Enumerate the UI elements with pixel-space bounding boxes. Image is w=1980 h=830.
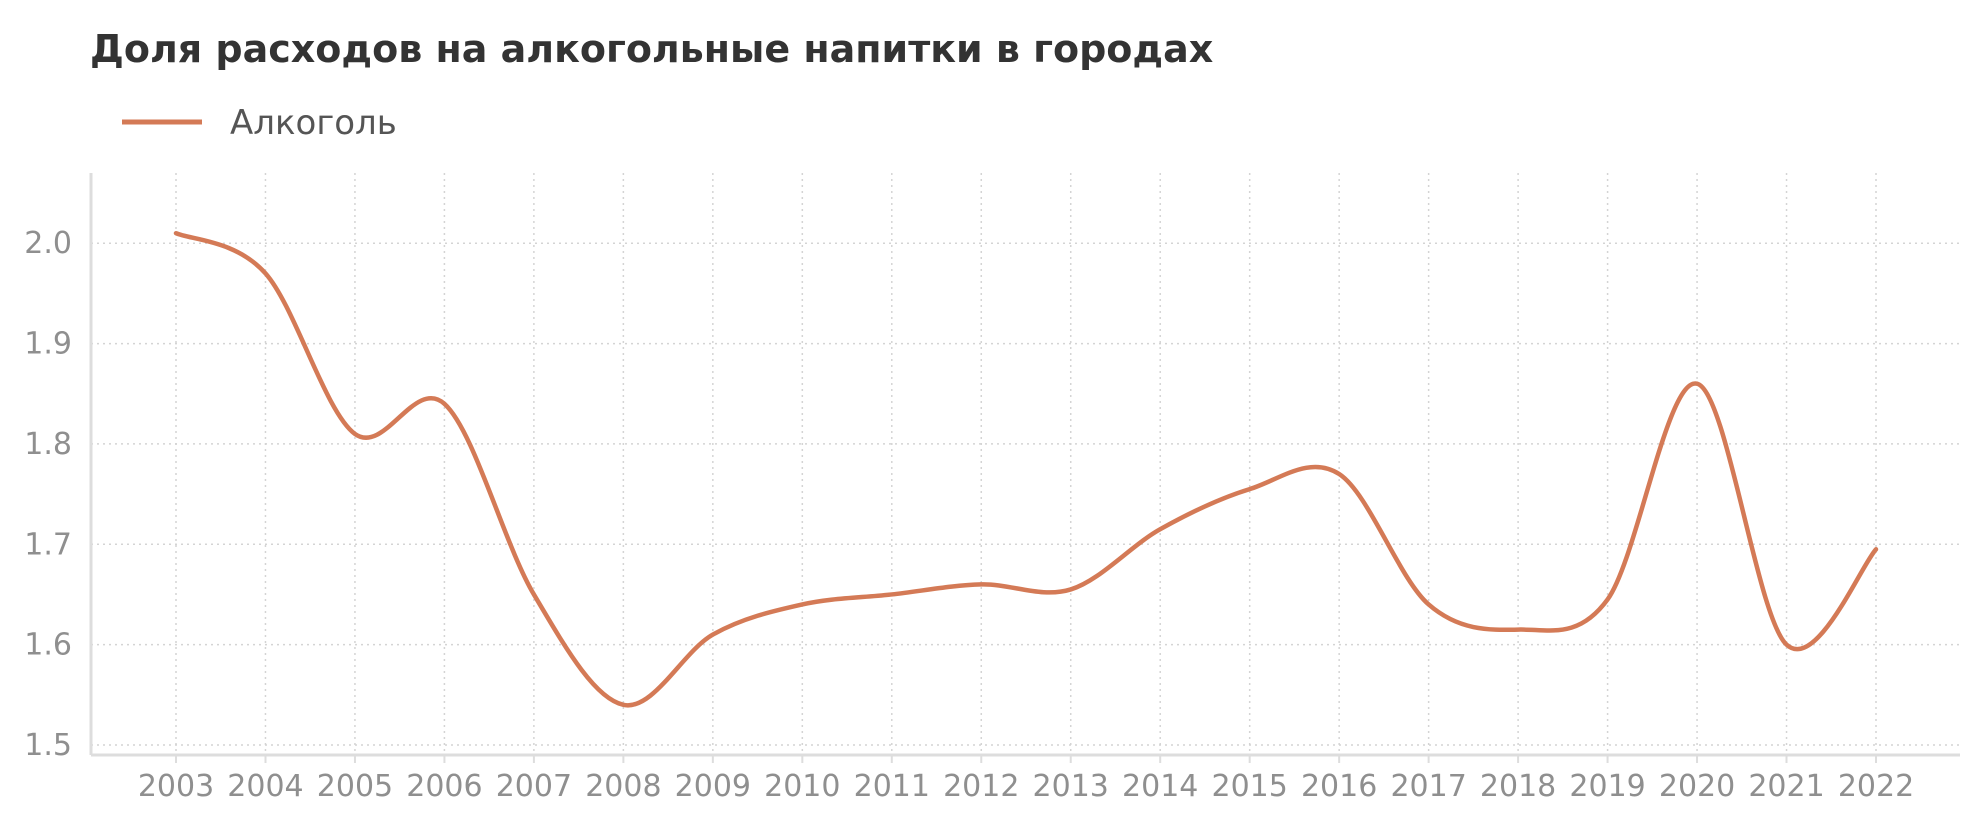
x-ticks: 2003 2004 2005 2006 2007 2008 2009 2010 2011 2012… <box>138 755 1914 804</box>
x-tick-label: 2006 <box>406 769 482 804</box>
axes <box>89 173 1960 757</box>
legend-label-alcohol: Алкоголь <box>230 103 397 143</box>
x-tick-label: 2013 <box>1033 769 1109 804</box>
x-tick-label: 2015 <box>1212 769 1288 804</box>
x-tick-label: 2003 <box>138 769 214 804</box>
data-point <box>1336 471 1342 477</box>
x-tick-label: 2008 <box>585 769 661 804</box>
y-ticks: 1.5 1.6 1.7 1.8 1.9 2.0 <box>24 226 72 763</box>
data-point <box>441 401 447 407</box>
x-tick-label: 2009 <box>675 769 751 804</box>
data-point <box>1873 546 1879 552</box>
x-tick-label: 2020 <box>1659 769 1735 804</box>
y-tick-label: 1.9 <box>24 327 72 362</box>
x-tick-label: 2004 <box>227 769 303 804</box>
x-tick-label: 2021 <box>1748 769 1824 804</box>
data-point <box>173 230 179 236</box>
data-point <box>620 702 626 708</box>
data-point <box>1426 601 1432 607</box>
x-tick-label: 2017 <box>1390 769 1466 804</box>
x-tick-label: 2019 <box>1569 769 1645 804</box>
y-tick-label: 1.6 <box>24 628 72 663</box>
x-tick-label: 2014 <box>1122 769 1198 804</box>
y-tick-label: 1.5 <box>24 728 72 763</box>
data-point <box>1515 627 1521 633</box>
grid <box>91 173 1960 755</box>
data-point <box>1784 642 1790 648</box>
x-tick-label: 2016 <box>1301 769 1377 804</box>
legend: Алкоголь <box>122 103 397 143</box>
series <box>173 230 1879 708</box>
data-point <box>799 601 805 607</box>
y-tick-label: 1.7 <box>24 527 72 562</box>
data-point <box>262 270 268 276</box>
y-tick-label: 1.8 <box>24 427 72 462</box>
data-point <box>978 581 984 587</box>
x-tick-label: 2010 <box>764 769 840 804</box>
x-tick-label: 2022 <box>1838 769 1914 804</box>
data-point <box>710 632 716 638</box>
data-point <box>1605 596 1611 602</box>
x-tick-label: 2012 <box>943 769 1019 804</box>
data-point <box>1247 486 1253 492</box>
y-tick-label: 2.0 <box>24 226 72 261</box>
data-point <box>1694 381 1700 387</box>
data-point <box>889 591 895 597</box>
chart-title: Доля расходов на алкогольные напитки в г… <box>90 27 1213 71</box>
x-tick-label: 2018 <box>1480 769 1556 804</box>
data-point <box>352 431 358 437</box>
series-line-0 <box>173 230 1879 708</box>
data-point <box>531 591 537 597</box>
x-tick-label: 2011 <box>854 769 930 804</box>
data-point <box>1068 586 1074 592</box>
x-tick-label: 2007 <box>496 769 572 804</box>
x-tick-label: 2005 <box>317 769 393 804</box>
data-point <box>1157 526 1163 532</box>
